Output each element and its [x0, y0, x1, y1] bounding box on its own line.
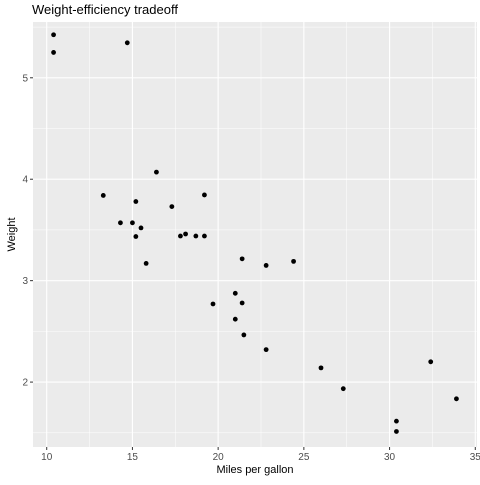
data-point — [202, 192, 207, 198]
x-tick-label: 30 — [384, 452, 396, 463]
data-point — [232, 290, 238, 296]
data-point — [130, 220, 135, 226]
x-tick-label: 10 — [41, 452, 53, 463]
x-tick-label: 20 — [213, 452, 225, 463]
plot-panel — [33, 22, 477, 447]
y-tick-label: 2 — [22, 378, 28, 389]
data-point — [51, 50, 56, 55]
data-point — [169, 204, 175, 210]
data-point — [454, 396, 459, 402]
data-point — [202, 233, 207, 239]
y-tick-label: 3 — [22, 276, 28, 287]
data-point — [100, 193, 106, 198]
y-axis: 2 3 4 5 — [22, 73, 33, 389]
data-point — [263, 347, 269, 353]
data-point — [239, 256, 245, 262]
y-axis-label: Weight — [6, 217, 18, 251]
data-point — [394, 429, 399, 434]
data-point — [124, 40, 130, 46]
data-point — [241, 332, 247, 338]
chart-title: Weight-efficiency tradeoff — [32, 2, 178, 17]
x-tick-label: 25 — [298, 452, 310, 463]
data-point — [318, 365, 324, 371]
data-point — [193, 233, 199, 239]
data-point — [133, 234, 139, 239]
y-tick-label: 5 — [22, 73, 28, 84]
data-point — [394, 418, 399, 424]
data-point — [210, 301, 216, 307]
data-point — [232, 316, 238, 322]
data-point — [340, 386, 346, 392]
data-point — [263, 263, 269, 268]
data-point — [51, 32, 56, 38]
y-tick-label: 4 — [22, 175, 28, 186]
data-point — [138, 225, 144, 231]
data-points — [51, 32, 459, 434]
x-axis-label: Miles per gallon — [216, 464, 293, 476]
x-tick-label: 35 — [470, 452, 480, 463]
data-point — [143, 261, 149, 266]
data-point — [133, 199, 139, 204]
data-point — [118, 220, 123, 226]
x-axis: 10 15 20 25 30 35 — [41, 447, 480, 463]
data-point — [291, 258, 296, 264]
data-point — [154, 169, 159, 175]
x-tick-label: 15 — [127, 452, 139, 463]
data-point — [178, 233, 183, 239]
data-point — [428, 359, 434, 365]
data-point — [239, 300, 245, 306]
major-gridlines — [33, 22, 477, 447]
data-point — [183, 231, 188, 237]
minor-gridlines — [33, 22, 477, 447]
